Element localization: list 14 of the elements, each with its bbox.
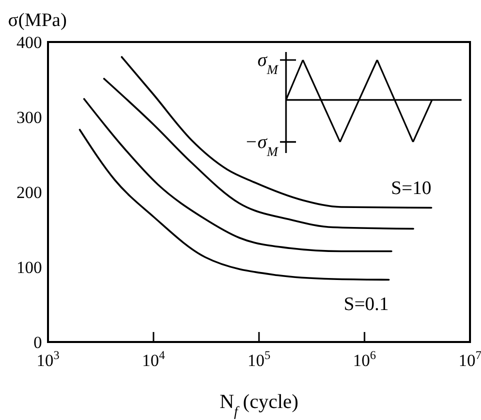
- x-tick-label: 10$^{5}$: [248, 348, 271, 370]
- series-label: S=10: [391, 178, 432, 199]
- x-tick-label: 10$^{6}$: [353, 348, 376, 370]
- y-tick-label: 200: [16, 183, 42, 202]
- x-axis-title: N$_{f}$ (cycle): [220, 391, 298, 420]
- x-tick-label: 10$^{4}$: [142, 348, 166, 370]
- annotation: σ$_{M}$: [258, 50, 279, 76]
- series-label: S=0.1: [344, 294, 389, 315]
- y-tick-label: 400: [16, 33, 42, 52]
- x-tick-label: 10$^{7}$: [458, 348, 481, 370]
- annotation: −σ$_{M}$: [244, 132, 279, 158]
- y-tick-label: 100: [16, 258, 42, 277]
- y-axis-title: σ(MPa): [8, 10, 67, 31]
- y-tick-label: 300: [16, 108, 42, 127]
